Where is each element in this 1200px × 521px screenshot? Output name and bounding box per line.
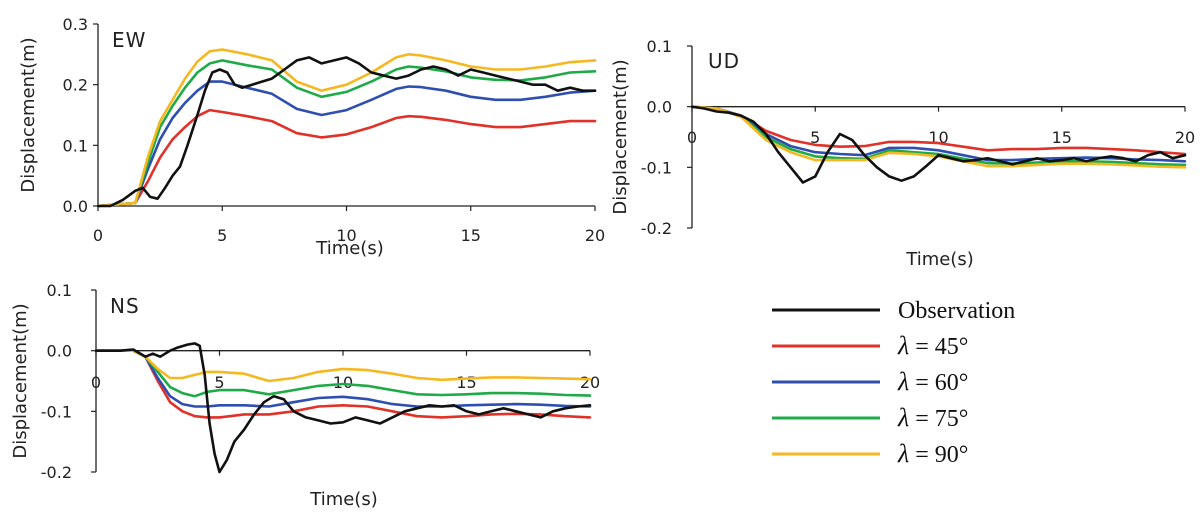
- panel-ns: 0.1 0.0 -0.1 -0.2 0 5 10 15 20 NS Time(s) Displacem…: [10, 281, 600, 510]
- y-tick-label: -0.1: [41, 402, 72, 421]
- x-tick-label: 0: [91, 373, 101, 392]
- y-axis-label: Displacement(m): [18, 37, 39, 192]
- y-tick-label: -0.2: [641, 219, 672, 238]
- panel-ew: 0.0 0.1 0.2 0.3 0 5 10 15 20 EW Time(s) Displacemen…: [18, 15, 605, 259]
- y-tick-label: 0.1: [47, 281, 72, 300]
- x-tick-label: 20: [1175, 128, 1195, 147]
- series-line-lambda-75: [96, 59, 597, 208]
- y-tick-label: -0.1: [641, 158, 672, 177]
- y-tick-label: 0.0: [63, 197, 88, 216]
- panel-title: EW: [112, 28, 146, 52]
- series-line-observation: [94, 342, 592, 474]
- x-tick-label: 0: [687, 128, 697, 147]
- legend-item-observation: Observation: [772, 298, 1015, 324]
- x-tick-label: 10: [333, 373, 353, 392]
- legend-item-lambda-60: λ = 60°: [772, 367, 968, 396]
- y-tick-label: 0.1: [647, 37, 672, 56]
- series-line-lambda-60: [96, 80, 597, 208]
- series-line-lambda-75: [94, 349, 592, 398]
- y-axis-label: Displacement(m): [610, 59, 631, 214]
- x-tick-label: 5: [217, 226, 227, 245]
- x-axis-label: Time(s): [309, 489, 377, 510]
- legend-item-lambda-75: λ = 75°: [772, 403, 968, 432]
- x-tick-label: 20: [580, 373, 600, 392]
- y-axis-label: Displacement(m): [10, 303, 31, 458]
- series-line-lambda-45: [96, 108, 597, 208]
- panel-title: UD: [708, 49, 740, 73]
- x-tick-label: 0: [93, 226, 103, 245]
- legend-label: λ = 45°: [897, 331, 968, 360]
- series-line-lambda-90: [96, 48, 597, 208]
- y-tick-label: 0.0: [47, 342, 72, 361]
- panel-title: NS: [110, 294, 140, 318]
- x-tick-label: 15: [1052, 128, 1072, 147]
- x-axis-label: Time(s): [905, 249, 973, 270]
- legend-item-lambda-45: λ = 45°: [772, 331, 968, 360]
- x-tick-label: 5: [214, 373, 224, 392]
- panel-ud: 0.10.0-0.1-0.20 5 10 15 20UDTime(s)Displacem…: [610, 37, 1195, 270]
- y-tick-label: 0.2: [63, 76, 88, 95]
- x-axis-label: Time(s): [315, 238, 383, 259]
- series-line-observation: [96, 56, 597, 208]
- legend-label: λ = 75°: [897, 403, 968, 432]
- legend-label: λ = 90°: [897, 439, 968, 468]
- y-tick-label: 0.1: [63, 136, 88, 155]
- legend-label: λ = 60°: [897, 367, 968, 396]
- legend: Observation λ = 45° λ = 60° λ = 75° λ = 90°: [772, 298, 1015, 468]
- x-tick-label: 5: [810, 128, 820, 147]
- series-line-lambda-90: [94, 349, 592, 383]
- x-tick-label: 15: [461, 226, 481, 245]
- y-tick-label: -0.2: [41, 463, 72, 482]
- y-tick-label: 0.3: [63, 15, 88, 34]
- series-line-lambda-45: [690, 105, 1187, 156]
- series-line-lambda-60: [94, 349, 592, 408]
- x-tick-label: 20: [585, 226, 605, 245]
- x-tick-label: 10: [336, 226, 356, 245]
- legend-label: Observation: [898, 298, 1015, 324]
- x-tick-label: 15: [456, 373, 476, 392]
- legend-item-lambda-90: λ = 90°: [772, 439, 968, 468]
- series-line-observation: [690, 105, 1187, 184]
- y-tick-label: 0.0: [647, 98, 672, 117]
